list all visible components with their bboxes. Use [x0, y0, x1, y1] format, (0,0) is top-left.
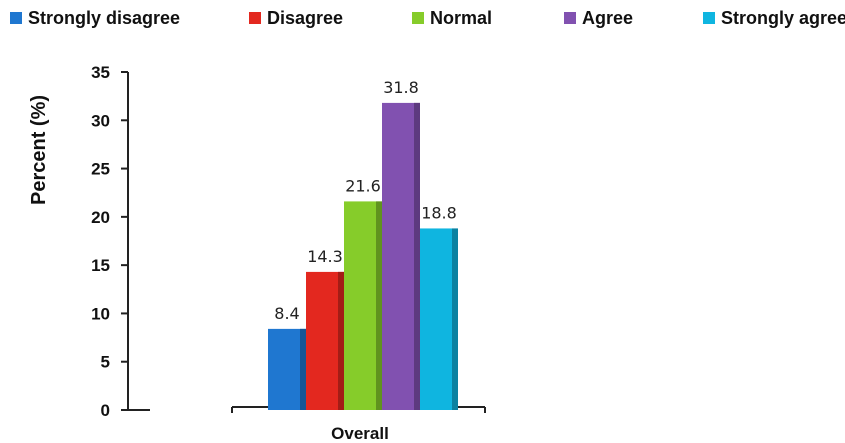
y-tick-label: 15: [91, 256, 110, 275]
y-tick-label: 35: [91, 63, 110, 82]
legend-swatch-disagree: [249, 12, 261, 24]
legend-swatch-strongly-agree: [703, 12, 715, 24]
data-label-disagree: 14.3: [307, 247, 343, 266]
y-axis-label: Percent (%): [28, 95, 50, 205]
data-labels: 8.4 14.3 21.6 31.8 18.8: [274, 78, 457, 323]
legend-swatch-normal: [412, 12, 424, 24]
bar-agree: [382, 102, 420, 410]
y-tick-label: 0: [101, 401, 110, 420]
legend-swatch-agree: [564, 12, 576, 24]
category-label: Overall: [331, 424, 389, 443]
bar-strongly-disagree: [268, 328, 306, 410]
legend-label-strongly-disagree: Strongly disagree: [28, 8, 180, 28]
legend: Strongly disagree Disagree Normal Agree Stro…: [10, 8, 845, 28]
data-label-normal: 21.6: [345, 176, 381, 195]
bar-strongly-agree: [420, 228, 458, 410]
legend-swatch-strongly-disagree: [10, 12, 22, 24]
bar-disagree: [306, 271, 344, 410]
bars: [268, 102, 458, 410]
bar-side-strongly-disagree: [300, 328, 306, 410]
legend-label-agree: Agree: [582, 8, 633, 28]
y-tick-label: 5: [101, 353, 110, 372]
bar-normal: [344, 201, 382, 410]
y-tick-label: 25: [91, 160, 110, 179]
legend-label-normal: Normal: [430, 8, 492, 28]
bar-side-normal: [376, 201, 382, 410]
y-tick-label: 20: [91, 208, 110, 227]
bar-side-agree: [414, 102, 420, 410]
y-axis: [121, 71, 129, 410]
y-tick-labels: 0 5 10 15 20 25 30 35: [91, 63, 128, 420]
data-label-strongly-agree: 18.8: [421, 203, 457, 222]
data-label-agree: 31.8: [383, 78, 419, 97]
y-tick-label: 30: [91, 111, 110, 130]
legend-label-disagree: Disagree: [267, 8, 343, 28]
bar-side-strongly-agree: [452, 228, 458, 410]
data-label-strongly-disagree: 8.4: [274, 304, 299, 323]
legend-label-strongly-agree: Strongly agree: [721, 8, 845, 28]
y-tick-label: 10: [91, 304, 110, 323]
bar-side-disagree: [338, 271, 344, 410]
